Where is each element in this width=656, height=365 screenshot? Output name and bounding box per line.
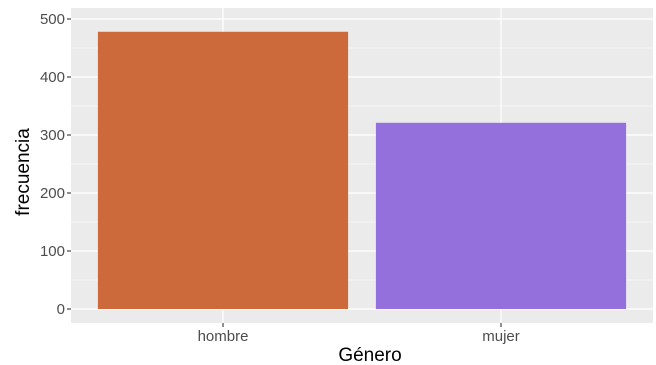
y-tick-label: 200 [40, 185, 65, 202]
y-tick-label: 300 [40, 127, 65, 144]
x-axis-title: Género [338, 345, 401, 365]
y-axis-title: frecuencia [13, 128, 34, 216]
bar-hombre [97, 31, 349, 309]
y-tick-label: 500 [40, 11, 65, 28]
x-tick-label: hombre [198, 328, 249, 345]
x-axis: hombre mujer [198, 323, 520, 345]
y-tick-label: 0 [57, 301, 65, 318]
y-tick-label: 400 [40, 69, 65, 86]
y-axis: 0 100 200 300 400 500 [40, 11, 71, 318]
bars [97, 31, 627, 309]
x-tick-label: mujer [482, 328, 520, 345]
y-tick-label: 100 [40, 243, 65, 260]
bar-mujer [375, 122, 627, 309]
